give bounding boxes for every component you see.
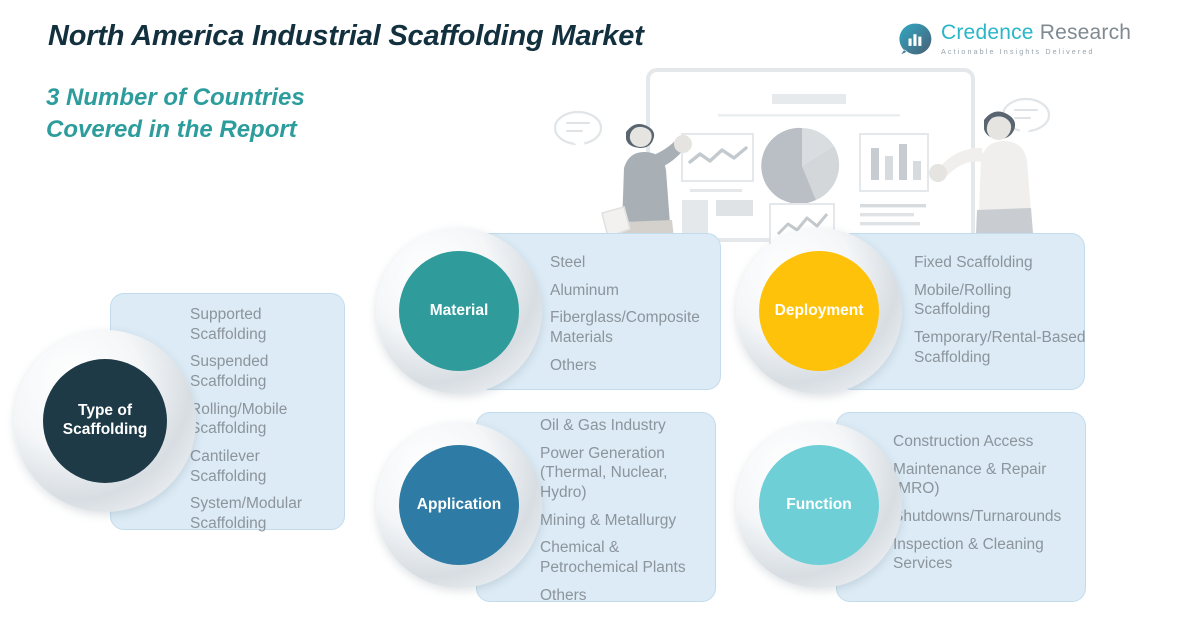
presentation-illustration — [540, 58, 1070, 258]
page-subtitle: 3 Number of Countries Covered in the Rep… — [46, 82, 305, 145]
segment-application[interactable]: Oil & Gas Industry Power Generation (The… — [368, 398, 728, 613]
list-item: Fiberglass/Composite Materials — [550, 309, 700, 347]
segment-type-of-scaffolding[interactable]: Supported Scaffolding Suspended Scaffold… — [0, 270, 370, 540]
list-item: Steel — [550, 254, 586, 271]
list-item: Inspection & Cleaning Services — [893, 535, 1044, 573]
segment-list-application: Oil & Gas Industry Power Generation (The… — [540, 416, 715, 605]
page-title: North America Industrial Scaffolding Mar… — [48, 20, 644, 52]
logo-name-credence: Credence — [941, 21, 1034, 45]
list-item: Power Generation (Thermal, Nuclear, Hydr… — [540, 444, 668, 502]
logo-bar-chart-icon — [898, 22, 932, 56]
list-item: Oil & Gas Industry — [540, 417, 666, 434]
list-item: Fixed Scaffolding — [914, 254, 1033, 271]
logo-text: Credence Research Actionable Insights De… — [941, 22, 1131, 55]
list-item: Temporary/Rental-Based Scaffolding — [914, 329, 1086, 366]
segment-bubble-function[interactable]: Function — [759, 445, 879, 565]
credence-research-logo: Credence Research Actionable Insights De… — [898, 22, 1131, 56]
segment-list-function: Construction Access Maintenance & Repair… — [893, 432, 1083, 574]
list-item: Construction Access — [893, 433, 1034, 450]
list-item: Aluminum — [550, 281, 619, 299]
list-item: Rolling/Mobile Scaffolding — [190, 400, 288, 438]
list-item: Supported Scaffolding — [190, 306, 267, 343]
logo-name: Credence Research — [941, 22, 1131, 43]
logo-tagline: Actionable Insights Delivered — [941, 47, 1095, 57]
list-item: Others — [550, 356, 597, 374]
segment-list-type-of-scaffolding: Supported Scaffolding Suspended Scaffold… — [190, 305, 340, 534]
segment-list-material: Steel Aluminum Fiberglass/Composite Mate… — [550, 253, 725, 375]
list-item: System/Modular Scaffolding — [190, 495, 302, 533]
logo-name-research: Research — [1039, 21, 1132, 45]
segment-bubble-material[interactable]: Material — [399, 251, 519, 371]
list-item: Suspended Scaffolding — [190, 353, 269, 391]
list-item: Others — [540, 586, 587, 604]
list-item: Cantilever Scaffolding — [190, 448, 267, 485]
segment-list-deployment: Fixed Scaffolding Mobile/Rolling Scaffol… — [914, 253, 1089, 367]
segment-bubble-deployment[interactable]: Deployment — [759, 251, 879, 371]
list-item: Maintenance & Repair (MRO) — [893, 460, 1047, 498]
segment-bubble-application[interactable]: Application — [399, 445, 519, 565]
page-subtitle-line-2: Covered in the Report — [46, 115, 297, 143]
segment-deployment[interactable]: Fixed Scaffolding Mobile/Rolling Scaffol… — [728, 215, 1093, 405]
list-item: Chemical & Petrochemical Plants — [540, 539, 686, 577]
list-item: Mobile/Rolling Scaffolding — [914, 281, 1012, 319]
page-subtitle-line-1: 3 Number of Countries — [46, 84, 305, 111]
list-item: Shutdowns/Turnarounds — [893, 508, 1062, 526]
segment-bubble-type-of-scaffolding[interactable]: Type of Scaffolding — [43, 359, 167, 483]
list-item: Mining & Metallurgy — [540, 511, 677, 529]
segment-material[interactable]: Steel Aluminum Fiberglass/Composite Mate… — [368, 215, 728, 405]
segment-function[interactable]: Construction Access Maintenance & Repair… — [728, 398, 1093, 613]
